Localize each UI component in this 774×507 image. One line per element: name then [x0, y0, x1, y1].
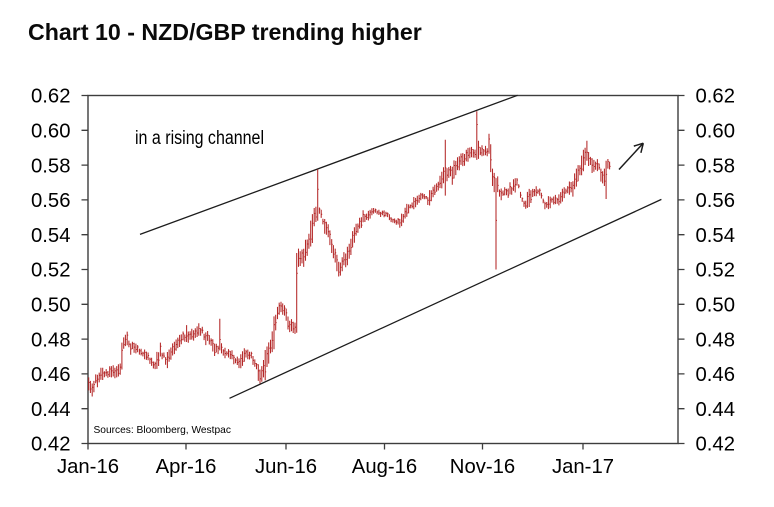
- svg-text:0.50: 0.50: [31, 295, 70, 317]
- svg-text:0.42: 0.42: [696, 434, 735, 456]
- svg-text:Jun-16: Jun-16: [255, 456, 317, 478]
- svg-text:Jan-16: Jan-16: [57, 456, 119, 478]
- svg-text:0.60: 0.60: [696, 121, 735, 143]
- svg-text:0.62: 0.62: [696, 86, 735, 108]
- svg-text:Apr-16: Apr-16: [156, 456, 217, 478]
- svg-text:0.42: 0.42: [31, 434, 70, 456]
- svg-text:0.44: 0.44: [31, 399, 70, 421]
- svg-text:0.60: 0.60: [31, 121, 70, 143]
- svg-text:0.58: 0.58: [696, 155, 735, 177]
- svg-text:in a rising channel: in a rising channel: [135, 128, 264, 149]
- svg-text:0.46: 0.46: [31, 364, 70, 386]
- svg-text:0.56: 0.56: [696, 190, 735, 212]
- svg-text:Jan-17: Jan-17: [552, 456, 614, 478]
- svg-text:0.50: 0.50: [696, 295, 735, 317]
- svg-text:0.46: 0.46: [696, 364, 735, 386]
- svg-text:0.62: 0.62: [31, 86, 70, 108]
- svg-text:0.48: 0.48: [31, 329, 70, 351]
- svg-text:0.44: 0.44: [696, 399, 735, 421]
- svg-text:0.52: 0.52: [696, 260, 735, 282]
- svg-text:0.48: 0.48: [696, 329, 735, 351]
- svg-text:0.56: 0.56: [31, 190, 70, 212]
- svg-text:Nov-16: Nov-16: [450, 456, 515, 478]
- svg-text:0.58: 0.58: [31, 155, 70, 177]
- svg-text:0.54: 0.54: [696, 225, 735, 247]
- svg-text:Sources: Bloomberg, Westpac: Sources: Bloomberg, Westpac: [94, 425, 231, 436]
- svg-text:0.52: 0.52: [31, 260, 70, 282]
- svg-text:Aug-16: Aug-16: [352, 456, 417, 478]
- svg-text:0.54: 0.54: [31, 225, 70, 247]
